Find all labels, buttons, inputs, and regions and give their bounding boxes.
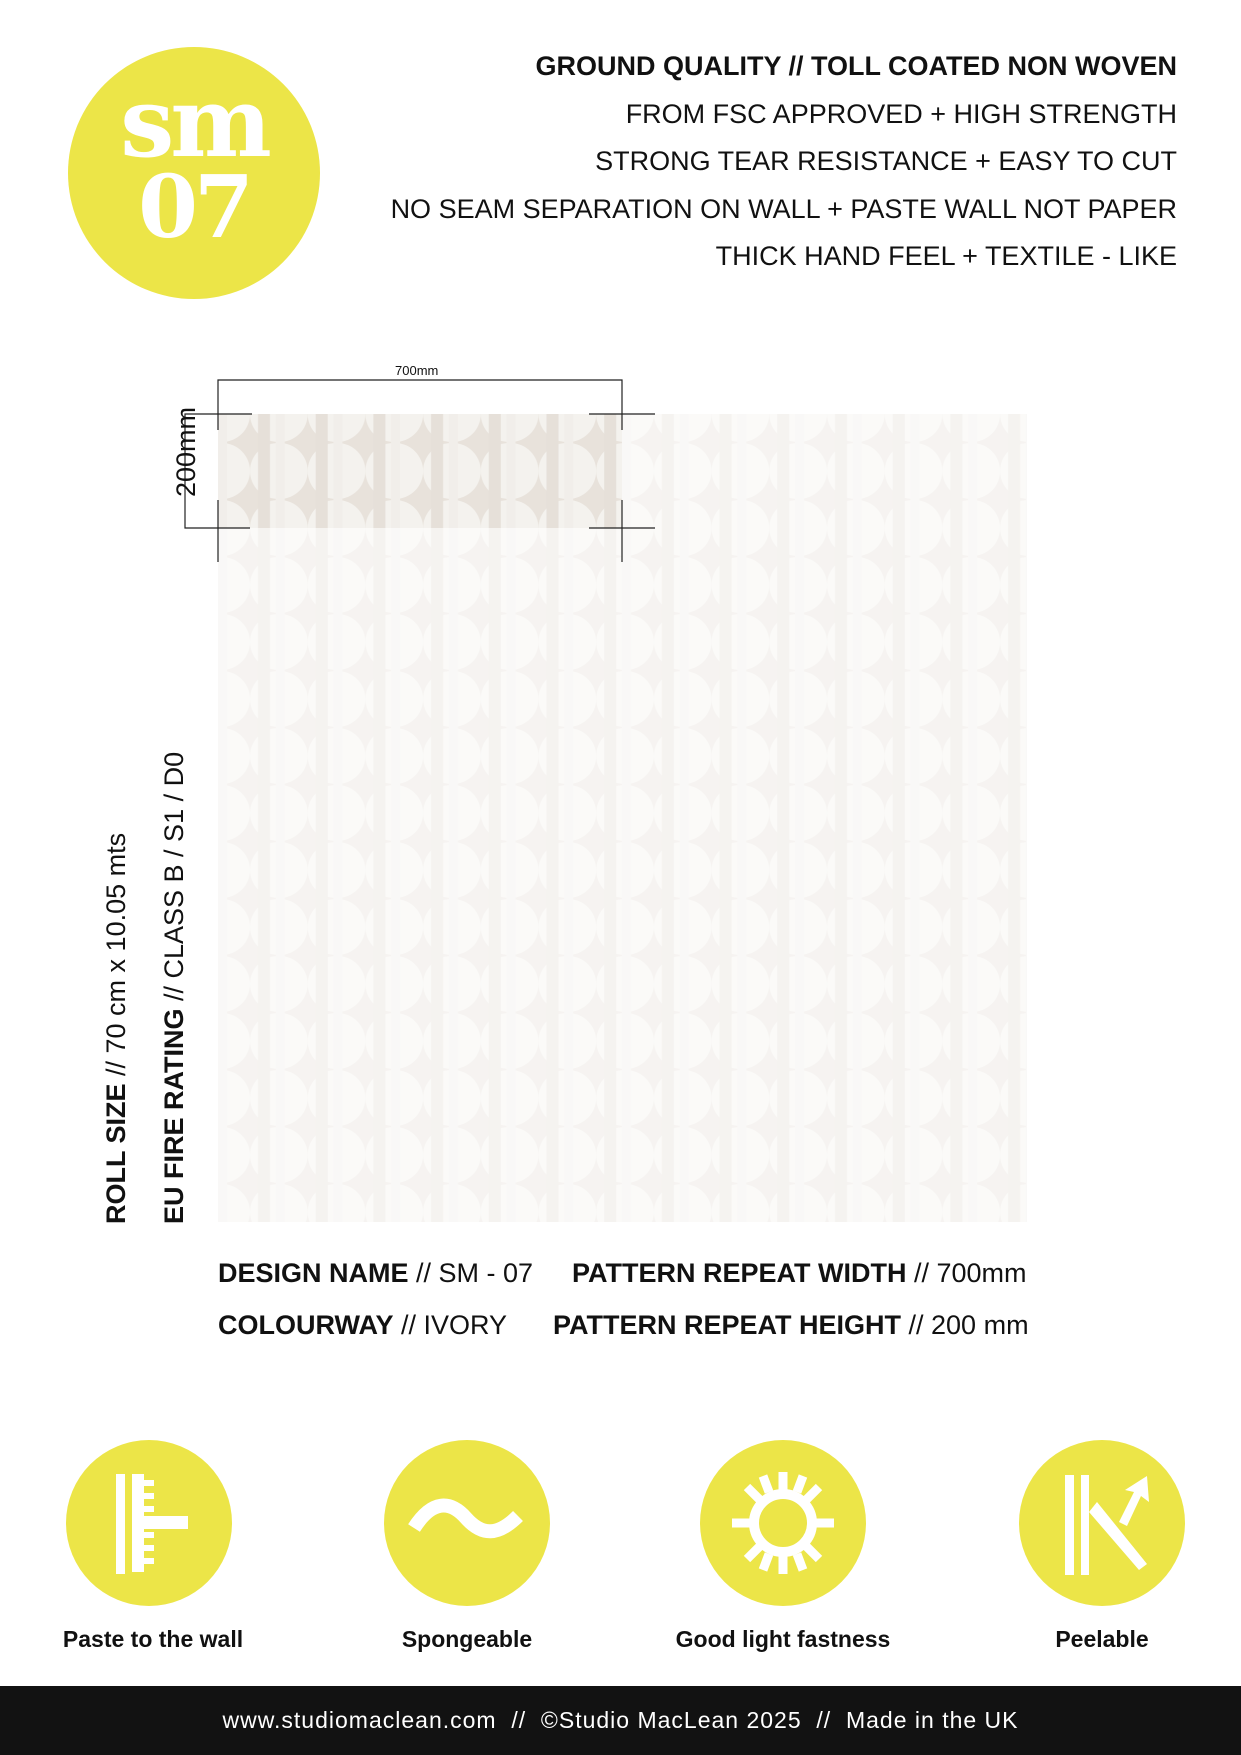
feature-label-light-fastness: Good light fastness — [675, 1626, 891, 1652]
repeat-width-label: PATTERN REPEAT WIDTH — [572, 1258, 907, 1288]
pattern-fade-overlay-right — [622, 414, 1027, 528]
repeat-width-dimension: 700mm — [395, 363, 439, 378]
logo-line-2: 07 — [138, 157, 254, 258]
fire-rating-label: EU FIRE RATING — [159, 1008, 189, 1225]
repeat-width-value: // 700mm — [906, 1258, 1027, 1288]
roll-size-value: // 70 cm x 10.05 mts — [101, 832, 131, 1084]
colourway-value: // IVORY — [393, 1310, 508, 1340]
feature-label-paste: Paste to the wall — [62, 1626, 244, 1652]
wave-icon — [384, 1440, 550, 1606]
sun-icon — [700, 1440, 866, 1606]
spec-line-ground-quality: GROUND QUALITY // TOLL COATED NON WOVEN — [535, 51, 1177, 81]
roll-size-label: ROLL SIZE — [101, 1083, 131, 1224]
colourway-label: COLOURWAY — [218, 1310, 394, 1340]
design-name-value: // SM - 07 — [408, 1258, 534, 1288]
spec-line-seam: NO SEAM SEPARATION ON WALL + PASTE WALL … — [390, 194, 1177, 224]
design-name: DESIGN NAME // SM - 07 — [218, 1257, 533, 1289]
roll-size: ROLL SIZE // 70 cm x 10.05 mts — [100, 833, 132, 1224]
repeat-height-value: // 200 mm — [901, 1310, 1029, 1340]
spec-line-hand-feel: THICK HAND FEEL + TEXTILE - LIKE — [715, 241, 1177, 271]
repeat-height-label: PATTERN REPEAT HEIGHT — [553, 1310, 902, 1340]
colourway: COLOURWAY // IVORY — [218, 1309, 507, 1341]
logo-line-1: sm — [120, 66, 272, 179]
footer: www.studiomaclean.com // ©Studio MacLean… — [0, 1686, 1241, 1755]
repeat-height: PATTERN REPEAT HEIGHT // 200 mm — [553, 1309, 1029, 1341]
repeat-width: PATTERN REPEAT WIDTH // 700mm — [572, 1257, 1027, 1289]
pattern-preview — [184, 379, 1027, 1222]
fire-rating: EU FIRE RATING // CLASS B / S1 / D0 — [158, 752, 190, 1224]
paste-brush-icon — [66, 1440, 232, 1606]
logo: sm 07 — [68, 47, 320, 299]
feature-label-peelable: Peelable — [1055, 1626, 1149, 1652]
peel-icon — [1019, 1440, 1185, 1606]
spec-line-tear: STRONG TEAR RESISTANCE + EASY TO CUT — [595, 146, 1177, 176]
feature-label-spongeable: Spongeable — [401, 1626, 533, 1652]
pattern-fade-overlay — [218, 528, 1027, 1222]
spec-line-fsc: FROM FSC APPROVED + HIGH STRENGTH — [625, 99, 1177, 129]
dimension-lines — [184, 379, 655, 562]
repeat-height-dimension: 200mm — [171, 406, 201, 497]
fire-rating-value: // CLASS B / S1 / D0 — [159, 751, 189, 1009]
design-name-label: DESIGN NAME — [218, 1258, 409, 1288]
